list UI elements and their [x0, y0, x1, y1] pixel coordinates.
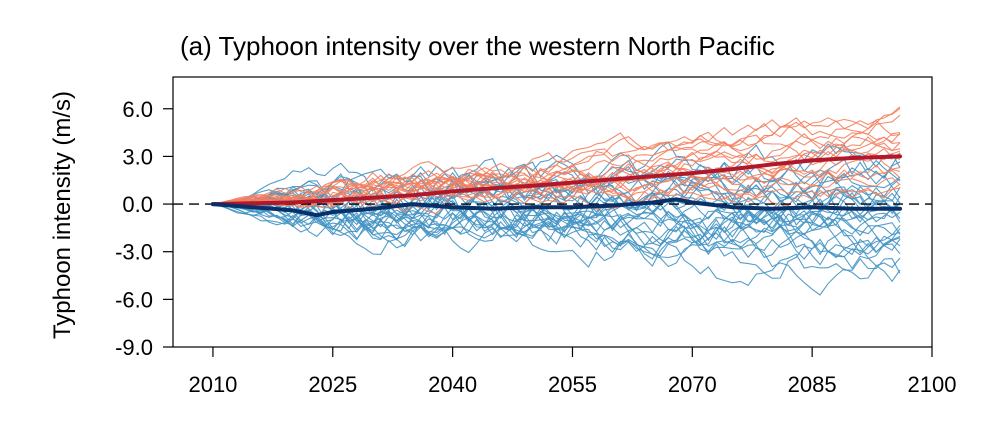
y-axis-label: Typhoon intensity (m/s) — [49, 91, 76, 339]
cool-mean-line — [210, 197, 902, 218]
x-tick-label: 2025 — [308, 372, 357, 397]
ensemble-member-line — [212, 146, 901, 212]
y-axis: -9.0 -6.0 -3.0 0.0 3.0 6.0 — [115, 97, 173, 360]
ensemble-mean-lines — [210, 154, 902, 218]
x-tick-label: 2070 — [668, 372, 717, 397]
y-tick-label: -6.0 — [115, 287, 153, 312]
ensemble-member-line — [212, 153, 901, 215]
ensemble-member-line — [212, 131, 901, 205]
y-tick-label: 0.0 — [122, 192, 153, 217]
x-tick-label: 2010 — [188, 372, 237, 397]
ensemble-member-line — [212, 134, 901, 205]
x-tick-label: 2055 — [548, 372, 597, 397]
ensemble-member-line — [212, 169, 901, 223]
x-tick-label: 2100 — [908, 372, 957, 397]
chart-title: (a) Typhoon intensity over the western N… — [180, 31, 775, 61]
warm-mean-line — [210, 154, 902, 207]
y-tick-label: -9.0 — [115, 335, 153, 360]
plot-frame — [172, 76, 933, 348]
ensemble-member-line — [212, 150, 901, 205]
x-axis: 2010 2025 2040 2055 2070 2085 2100 — [188, 347, 956, 397]
x-tick-label: 2040 — [428, 372, 477, 397]
ensemble-member-line — [212, 114, 901, 206]
ensemble-member-line — [212, 131, 901, 205]
y-tick-label: 3.0 — [122, 144, 153, 169]
x-tick-label: 2085 — [788, 372, 837, 397]
ensemble-member-line — [212, 169, 901, 235]
y-tick-label: -3.0 — [115, 240, 153, 265]
y-tick-label: 6.0 — [122, 97, 153, 122]
ensemble-members — [212, 106, 901, 296]
